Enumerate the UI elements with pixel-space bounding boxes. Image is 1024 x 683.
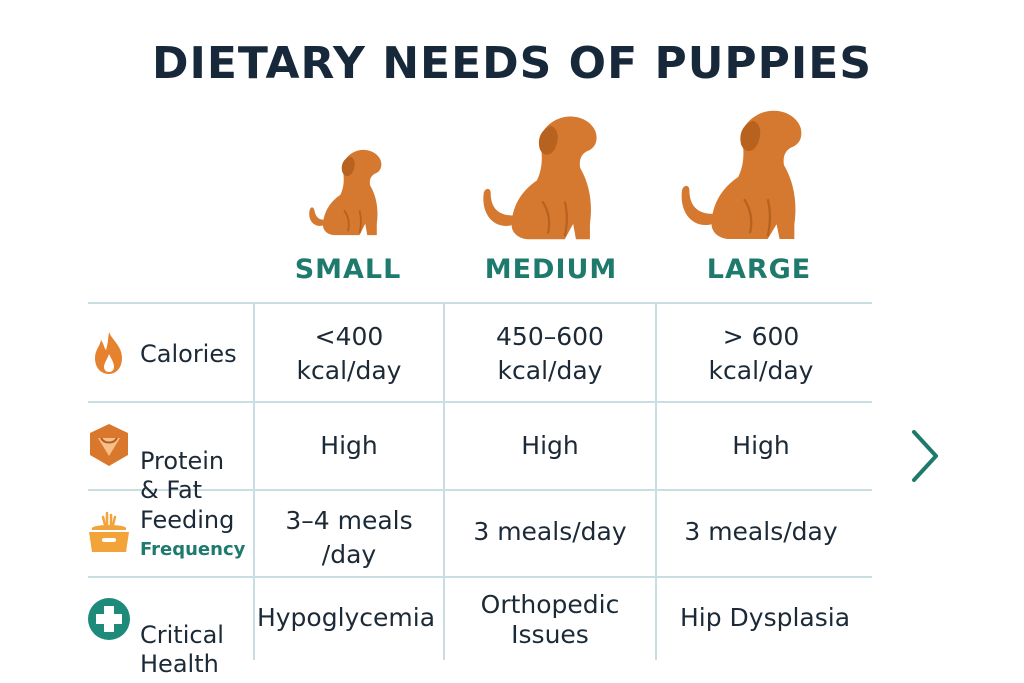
grid-line <box>655 302 657 660</box>
cell-value: Hypoglycemia <box>256 603 436 632</box>
grid-line <box>88 401 872 403</box>
table-cell: Hypoglycemia <box>246 598 446 638</box>
table-cell: 3–4 meals /day <box>249 500 449 576</box>
grid-line <box>253 302 255 660</box>
cell-value: 450–600 kcal/day <box>496 322 604 385</box>
cell-value: <400 kcal/day <box>296 322 402 385</box>
cell-value: High <box>320 431 378 460</box>
cell-value: Orthopedic Issues <box>480 590 620 649</box>
small-dog-icon <box>309 149 382 236</box>
large-dog-icon <box>681 110 802 240</box>
table-cell: High <box>249 426 449 466</box>
row-label-sub: Frequency <box>140 539 246 560</box>
food-bowl-icon <box>89 511 129 552</box>
row-label-feeding-frequency: Feeding Frequency <box>140 506 255 564</box>
health-cross-icon <box>88 598 130 640</box>
table-cell: Hip Dysplasia <box>665 598 865 638</box>
cell-value: 3 meals/day <box>473 517 627 546</box>
column-header-medium: MEDIUM <box>484 254 618 285</box>
column-header-small: SMALL <box>294 254 402 285</box>
protein-shield-icon <box>90 424 128 466</box>
table-cell: > 600 kcal/day <box>661 316 861 392</box>
row-label-protein-fat: Protein & Fat <box>140 418 255 505</box>
page-title: DIETARY NEEDS OF PUPPIES <box>151 38 873 89</box>
table-cell: 450–600 kcal/day <box>450 316 650 392</box>
cell-value: 3–4 meals /day <box>285 506 413 569</box>
cell-value: High <box>732 431 790 460</box>
grid-line <box>88 576 872 578</box>
cell-value: Hip Dysplasia <box>679 603 851 632</box>
table-cell: Orthopedic Issues <box>450 588 650 652</box>
row-label-calories: Calories <box>140 340 255 369</box>
table-cell: High <box>661 426 861 466</box>
table-cell: 3 meals/day <box>450 512 650 552</box>
row-label-main: Critical Health <box>140 621 224 678</box>
cell-value: > 600 kcal/day <box>708 322 814 385</box>
table-cell: High <box>450 426 650 466</box>
row-label-main: Calories <box>140 340 237 368</box>
table-cell: <400 kcal/day <box>249 316 449 392</box>
grid-line <box>88 302 872 304</box>
chevron-right-icon[interactable] <box>902 428 946 484</box>
column-header-large: LARGE <box>706 254 812 285</box>
row-label-main: Feeding <box>140 506 235 534</box>
cell-value: High <box>521 431 579 460</box>
medium-dog-icon <box>483 116 597 240</box>
row-label-main: Protein & Fat <box>140 447 225 504</box>
table-cell: 3 meals/day <box>661 512 861 552</box>
row-label-critical-health: Critical Health <box>140 592 255 679</box>
grid-line <box>88 489 872 491</box>
cell-value: 3 meals/day <box>684 517 838 546</box>
grid-line <box>443 302 445 660</box>
flame-icon <box>95 332 122 374</box>
